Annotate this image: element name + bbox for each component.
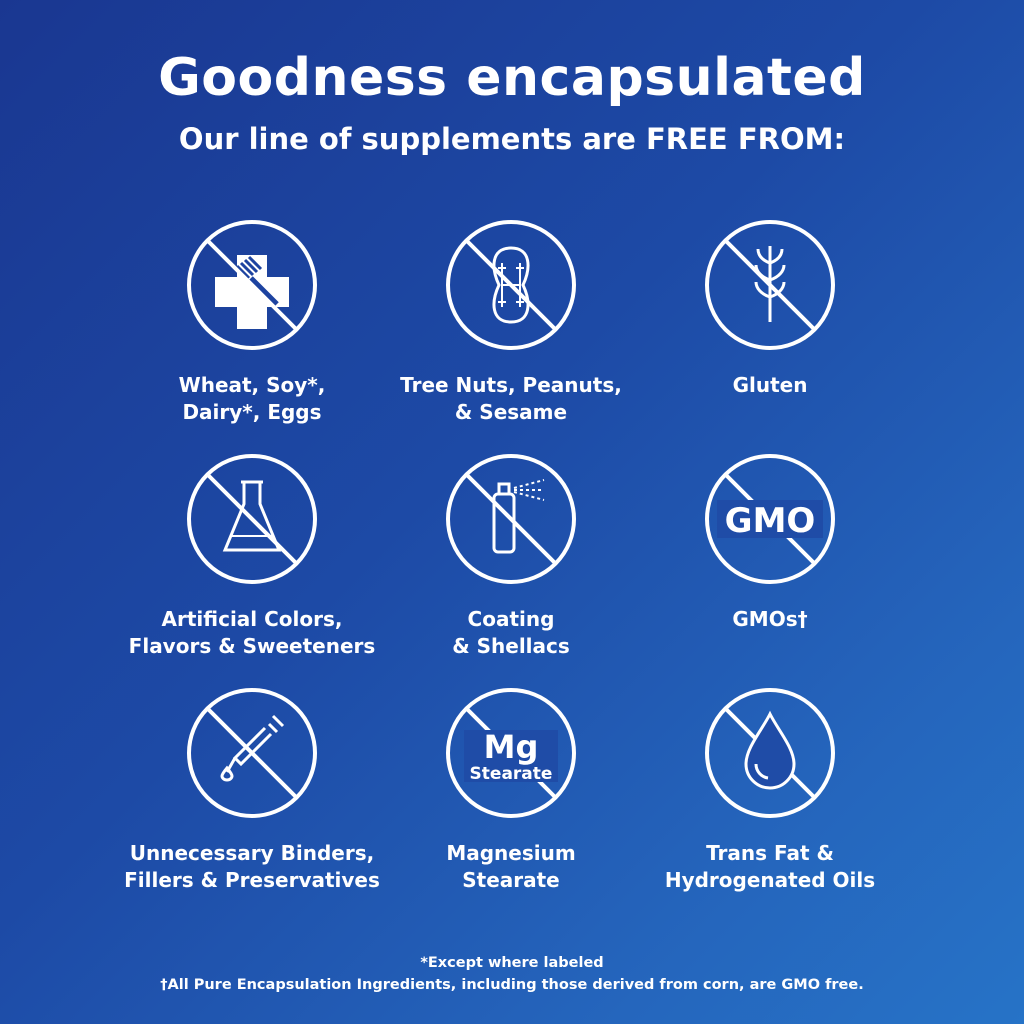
item-wheat-soy-dairy-eggs: Wheat, Soy*, Dairy*, Eggs [102, 218, 402, 426]
item-nuts-peanuts-sesame: Tree Nuts, Peanuts, & Sesame [361, 218, 661, 426]
item-label: Magnesium Stearate [446, 841, 576, 892]
item-label: Unnecessary Binders, Fillers & Preservat… [124, 841, 380, 892]
page-subtitle: Our line of supplements are FREE FROM: [178, 122, 846, 156]
stearate-text: Stearate [470, 764, 553, 784]
footnote-asterisk: *Except where labeled [420, 955, 604, 971]
mg-text: Mg [484, 728, 539, 766]
spray-can-icon [446, 454, 576, 584]
gmo-icon: GMO [705, 454, 835, 584]
wheat-icon [705, 220, 835, 350]
gmo-text: GMO [725, 501, 816, 541]
item-binders-fillers: Unnecessary Binders, Fillers & Preservat… [102, 686, 402, 894]
oil-drop-icon [705, 688, 835, 818]
item-label: GMOs† [732, 607, 808, 631]
item-coating-shellacs: Coating & Shellacs [361, 452, 661, 660]
item-gmos: GMO GMOs† [620, 452, 920, 633]
footnote-dagger: †All Pure Encapsulation Ingredients, inc… [160, 977, 864, 993]
flask-icon [187, 454, 317, 584]
item-label: Coating & Shellacs [452, 607, 570, 658]
item-gluten: Gluten [620, 218, 920, 399]
item-label: Gluten [732, 373, 808, 397]
allergen-cross-fork-icon [187, 220, 317, 350]
item-magnesium-stearate: Mg Stearate Magnesium Stearate [361, 686, 661, 894]
item-trans-fat: Trans Fat & Hydrogenated Oils [620, 686, 920, 894]
item-label: Wheat, Soy*, Dairy*, Eggs [178, 373, 326, 424]
item-artificial-colors: Artificial Colors, Flavors & Sweeteners [102, 452, 402, 660]
page-title: Goodness encapsulated [158, 48, 866, 108]
peanut-icon [446, 220, 576, 350]
item-label: Tree Nuts, Peanuts, & Sesame [400, 373, 622, 424]
item-label: Trans Fat & Hydrogenated Oils [664, 841, 876, 892]
item-label: Artificial Colors, Flavors & Sweeteners [128, 607, 376, 658]
dropper-icon [187, 688, 317, 818]
mg-stearate-icon: Mg Stearate [446, 688, 576, 818]
